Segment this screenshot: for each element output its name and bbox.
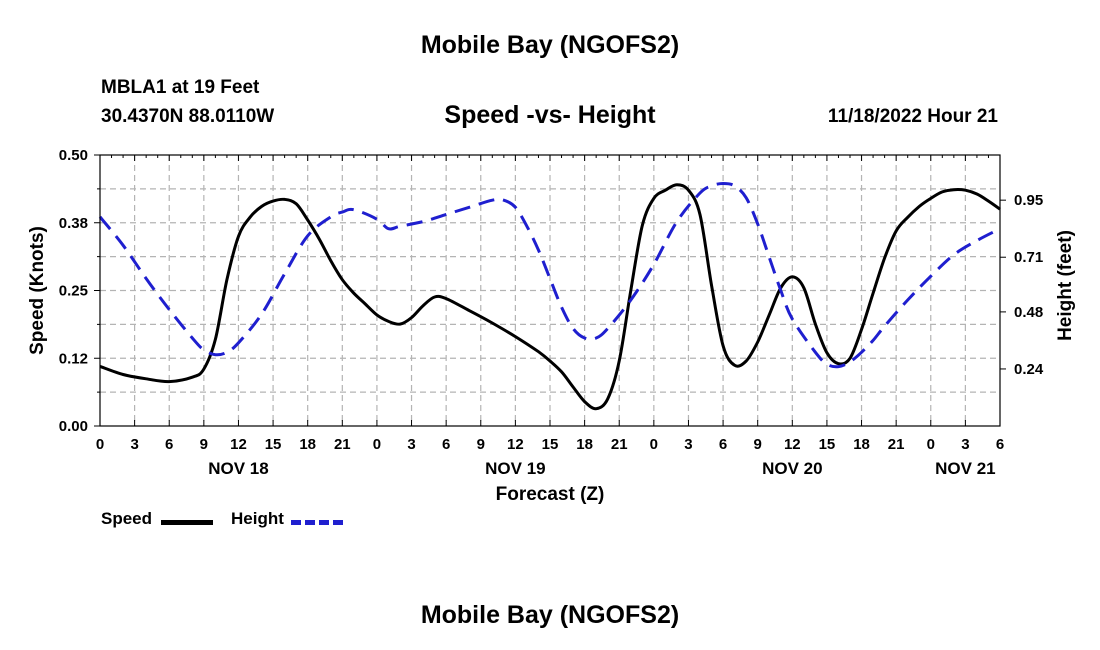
- x-tick-label: 15: [819, 436, 836, 453]
- y-tick-label: 0.00: [59, 418, 88, 435]
- series-lines: [98, 182, 1001, 411]
- legend-speed-swatch: [161, 520, 213, 525]
- legend-height-label: Height: [231, 509, 284, 528]
- x-tick-label: 0: [927, 436, 935, 453]
- series-line-speed: [99, 183, 1001, 411]
- x-tick-label: 21: [888, 436, 905, 453]
- station-coords: 30.4370N 88.0110W: [101, 106, 275, 127]
- y-tick-label: 0.25: [59, 283, 88, 300]
- x-tick-label: 6: [996, 436, 1004, 453]
- y-tick-label: 0.12: [59, 350, 88, 367]
- x-tick-label: 18: [576, 436, 593, 453]
- x-tick-label: 21: [611, 436, 628, 453]
- page-title: Mobile Bay (NGOFS2): [420, 31, 680, 59]
- x-tick-label: 6: [719, 436, 727, 453]
- x-tick-label: 0: [96, 436, 104, 453]
- x-tick-label: 3: [407, 436, 415, 453]
- x-tick-label: 3: [130, 436, 138, 453]
- x-tick-label: 6: [165, 436, 173, 453]
- x-tick-label: 0: [650, 436, 658, 453]
- y-tick-label: 0.38: [59, 215, 88, 232]
- x-tick-label: 0: [373, 436, 381, 453]
- x-tick-label: 6: [442, 436, 450, 453]
- x-tick-label: 18: [853, 436, 870, 453]
- forecast-timestamp: 11/18/2022 Hour 21: [827, 106, 998, 127]
- x-axis-label: Forecast (Z): [496, 484, 605, 505]
- x-tick-label: 15: [265, 436, 282, 453]
- legend-speed-label: Speed: [101, 509, 153, 528]
- x-tick-label: 12: [784, 436, 801, 453]
- y2-axis-label: Height (feet): [1055, 230, 1076, 341]
- x-tick-label: 21: [334, 436, 351, 453]
- speed-height-chart: 0 3 6 9 12 15 18 21 0 3 6 9 12 15 18 21 0 3 6 9 12 15 18 21 0 3 6N…: [27, 147, 1076, 505]
- y2-tick-label: 0.48: [1014, 304, 1043, 321]
- legend-height-swatch: [291, 520, 343, 525]
- y2-tick-label: 0.24: [1014, 361, 1044, 378]
- x-tick-label: 18: [299, 436, 316, 453]
- series-line-height: [98, 182, 1001, 369]
- y2-tick-label: 0.71: [1014, 249, 1043, 266]
- chart-title: Speed -vs- Height: [444, 101, 656, 129]
- x-tick-label: 15: [542, 436, 559, 453]
- station-label: MBLA1 at 19 Feet: [101, 77, 260, 98]
- x-tick-label: 12: [507, 436, 524, 453]
- legend: Speed Height: [101, 509, 361, 531]
- axes: 0 3 6 9 12 15 18 21 0 3 6 9 12 15 18 21 0 3 6 9 12 15 18 21 0 3 6N…: [59, 147, 1044, 478]
- y-tick-label: 0.50: [59, 147, 88, 164]
- date-label: NOV 19: [485, 459, 545, 478]
- x-tick-label: 12: [230, 436, 247, 453]
- x-tick-label: 9: [200, 436, 208, 453]
- date-label: NOV 18: [208, 459, 268, 478]
- x-tick-label: 3: [684, 436, 692, 453]
- date-label: NOV 21: [935, 459, 995, 478]
- x-tick-label: 9: [754, 436, 762, 453]
- grid-lines: [100, 155, 1000, 426]
- y2-tick-label: 0.95: [1014, 192, 1043, 209]
- x-tick-label: 9: [477, 436, 485, 453]
- x-tick-label: 3: [961, 436, 969, 453]
- bottom-title: Mobile Bay (NGOFS2): [420, 601, 680, 629]
- date-label: NOV 20: [762, 459, 822, 478]
- y-axis-label: Speed (Knots): [27, 226, 48, 355]
